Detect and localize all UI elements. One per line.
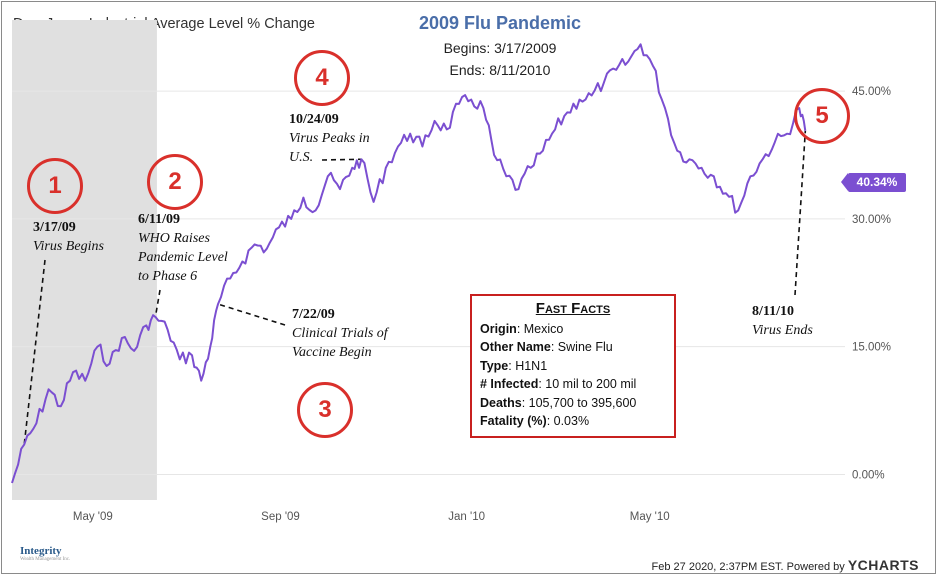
annotation-4-desc-line-2: U.S. [289,150,314,165]
fact-value: : Swine Flu [550,340,613,355]
leader-line-5 [794,130,807,296]
fact-value: : 105,700 to 395,600 [521,395,637,410]
annotation-1-date: 3/17/09 [33,220,76,235]
annotation-3-date: 7/22/09 [292,307,335,322]
annotation-4: 10/24/09 Virus Peaks in U.S. [289,110,370,167]
annotation-5-desc: Virus Ends [752,323,813,338]
footer: Feb 27 2020, 2:37PM EST. Powered by YCHA… [652,557,919,573]
annotation-1: 3/17/09 Virus Begins [33,218,104,256]
integrity-logo: Integrity Wealth Management Inc. [20,545,70,562]
series-line [11,43,807,484]
fact-label: Other Name [480,340,551,355]
leader-line-4 [321,158,362,161]
annotation-3-desc-line-2: Vaccine Begin [292,345,372,360]
annotation-4-desc-line-1: Virus Peaks in [289,131,370,146]
y-tick-label: 45.00% [852,86,891,98]
fact-row-origin: Origin: Mexico [480,320,666,338]
fast-facts-title: Fast Facts [535,300,611,317]
fact-value: : H1N1 [508,358,548,373]
fact-label: Fatality (%) [480,414,547,429]
fact-label: Origin [480,322,517,336]
annotation-1-desc: Virus Begins [33,239,104,254]
fact-value: : 0.03% [546,414,590,429]
x-tick-label: May '09 [73,511,113,523]
annotation-2: 6/11/09 WHO Raises Pandemic Level to Pha… [138,210,228,286]
annotation-3-desc-line-1: Clinical Trials of [292,326,388,341]
fact-row-infected: # Infected: 10 mil to 200 mil [480,375,666,393]
fast-facts-box: Fast Facts Origin: Mexico Other Name: Sw… [470,294,676,438]
fact-label: Deaths [480,395,522,410]
x-tick-label: Jan '10 [448,511,485,523]
footer-timestamp: Feb 27 2020, 2:37PM EST. Powered by [651,561,845,573]
annotation-5-date: 8/11/10 [752,304,795,319]
ycharts-brand: YCHARTS [847,557,919,573]
annotation-5: 8/11/10 Virus Ends [752,302,813,340]
annotation-marker-4: 4 [294,50,350,106]
y-tick-label: 30.00% [852,214,891,226]
x-tick-label: May '10 [630,511,670,523]
annotation-2-desc-line-2: Pandemic Level [138,250,228,265]
annotation-4-date: 10/24/09 [289,112,339,127]
event-title: 2009 Flu Pandemic [418,13,582,33]
fact-label: Type [480,358,509,373]
leader-line-3 [217,303,286,326]
fact-label: # Infected [480,377,539,392]
y-tick-label: 0.00% [852,469,885,481]
fact-row-deaths: Deaths: 105,700 to 395,600 [480,394,666,412]
fact-row-other-name: Other Name: Swine Flu [480,338,666,356]
annotation-marker-5: 5 [794,88,850,144]
annotation-2-date: 6/11/09 [138,212,181,227]
fact-value: : Mexico [516,322,564,336]
annotation-marker-2: 2 [147,154,203,210]
logo-tagline: Wealth Management Inc. [20,557,71,562]
fact-row-fatality: Fatality (%): 0.03% [480,412,666,430]
annotation-2-desc-line-3: to Phase 6 [138,269,198,284]
event-ends: Ends: 8/11/2010 [449,62,551,78]
leader-line-1 [23,259,46,445]
fact-row-type: Type: H1N1 [480,357,666,375]
annotation-marker-1: 1 [27,158,83,214]
leader-line-2 [154,289,161,317]
annotation-2-desc-line-1: WHO Raises [138,231,210,246]
event-begins: Begins: 3/17/2009 [443,40,557,56]
annotation-marker-3: 3 [297,382,353,438]
y-tick-label: 15.00% [852,342,891,354]
annotation-3: 7/22/09 Clinical Trials of Vaccine Begin [292,305,388,362]
last-value-tag: 40.34% [841,173,906,192]
logo-name: Integrity [20,545,62,557]
x-tick-label: Sep '09 [261,511,300,523]
fact-value: : 10 mil to 200 mil [538,377,637,392]
